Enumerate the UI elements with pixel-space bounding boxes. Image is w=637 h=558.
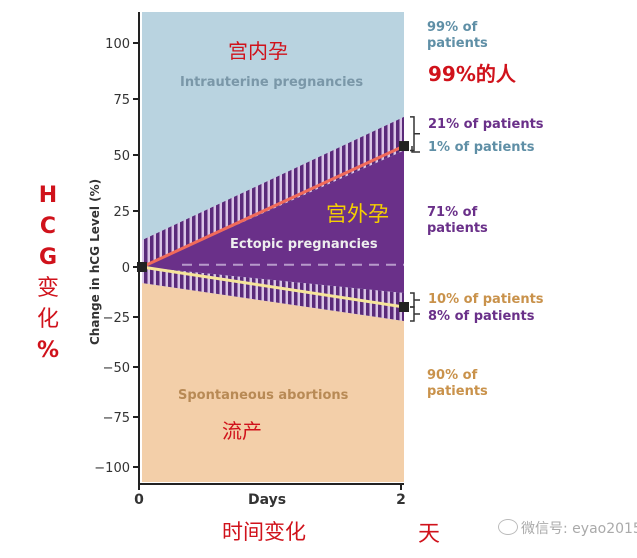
region-abortion [142,283,404,482]
x-tick-label: 2 [396,492,406,508]
origin-marker [137,262,147,272]
cn-y-axis: H C G 变 化 % [36,180,60,366]
series-marker-1 [399,302,409,312]
y-tick-label: 75 [113,93,130,108]
x-axis-label: Days [248,492,287,508]
cn-y-char: C [39,214,57,239]
cn-y-char: % [36,338,60,363]
region-ectopic [142,150,404,293]
watermark-text: 微信号: eyao2015 [521,521,637,537]
y-tick-label: −100 [94,461,130,476]
y-tick-label: −75 [103,411,130,426]
annotation-8: 8% of patients [428,309,535,324]
cn-y-char: G [38,245,58,270]
y-tick-label: 25 [113,205,130,220]
cn-x-axis: 时间变化 [222,520,306,544]
cn-y-char: H [38,183,58,208]
cn-intrauterine: 宫内孕 [228,39,288,63]
cn-99-patients: 99%的人 [428,62,516,86]
cn-y-char: 化 [36,307,59,332]
annotation-1: 1% of patients [428,140,535,155]
annotation-bracket [410,116,420,152]
cn-abortion: 流产 [222,419,262,443]
annotation-21: 21% of patients [428,117,544,132]
annotation-bracket [410,306,420,322]
region-label-ectopic: Ectopic pregnancies [230,237,378,252]
y-axis-label: Change in hCG Level (%) [88,178,102,345]
annotation-90: 90% of patients [427,368,488,399]
annotation-10: 10% of patients [428,292,544,307]
annotation-99: 99% of patients [427,20,488,51]
series-line-0 [141,144,405,269]
y-tick-label: 100 [105,37,130,52]
y-tick-label: −25 [103,311,130,326]
watermark: 微信号: eyao2015 [498,518,637,538]
cn-y-char: 变 [36,276,59,301]
region-label-intrauterine: Intrauterine pregnancies [180,75,364,90]
series-line-1 [141,265,405,309]
x-tick-label: 0 [134,492,144,508]
cn-ectopic: 宫外孕 [326,202,389,226]
annotation-71: 71% of patients [427,205,488,236]
band-lower [142,267,404,321]
y-tick-label: −50 [103,361,130,376]
cn-days: 天 [418,522,441,547]
y-tick-label: 50 [113,149,130,164]
annotation-bracket [411,146,420,153]
series-marker-0 [399,141,409,152]
region-label-abortion: Spontaneous abortions [178,388,349,403]
band-upper [142,116,404,267]
annotation-bracket [410,292,420,308]
y-tick-label: 0 [122,261,130,276]
wechat-icon [498,519,518,535]
